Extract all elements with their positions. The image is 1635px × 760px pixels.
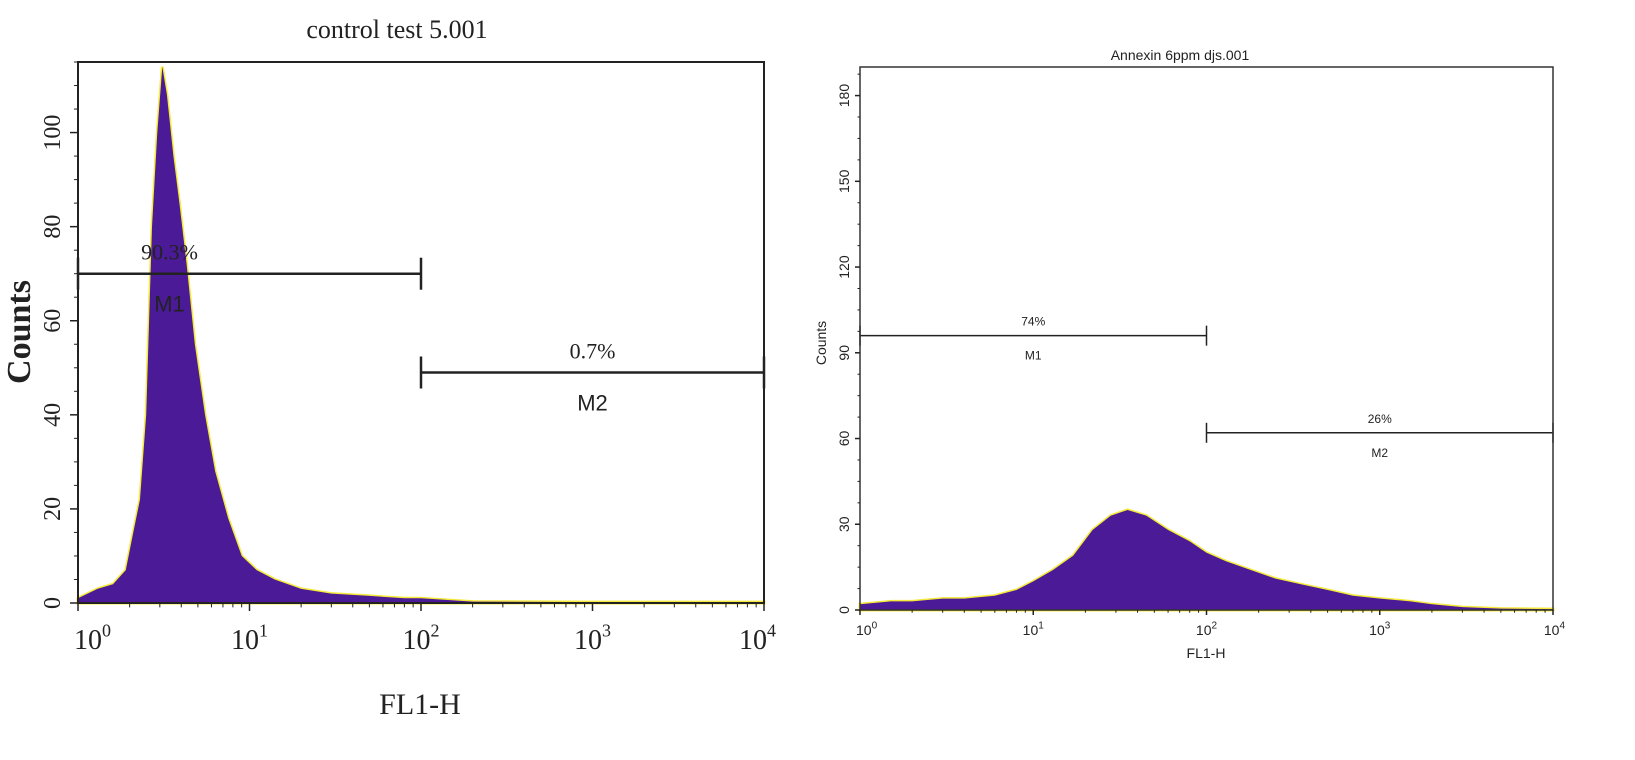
x-axis-label: FL1-H <box>1187 645 1226 661</box>
x-tick-label: 101 <box>1023 621 1045 638</box>
x-tick-exponent: 1 <box>1038 621 1044 632</box>
histogram-area <box>76 66 766 605</box>
marker-m1: 90.3% M1 <box>76 240 423 317</box>
y-tick-label: 0 <box>40 597 66 609</box>
y-tick-label: 0 <box>836 606 852 614</box>
x-tick-exponent: 3 <box>1385 621 1391 632</box>
histogram-area <box>858 508 1555 612</box>
y-axis-label: Counts <box>1 280 38 384</box>
x-tick-exponent: 3 <box>602 620 611 640</box>
x-tick-label: 100 <box>74 620 111 656</box>
marker-name: M1 <box>1025 349 1042 363</box>
x-tick-exponent: 1 <box>259 620 268 640</box>
x-axis-ticks: 100 101 102 103 104 <box>856 610 1565 638</box>
y-tick-label: 90 <box>836 345 852 361</box>
x-tick-exponent: 2 <box>1212 621 1218 632</box>
x-tick-label: 104 <box>1544 621 1566 638</box>
marker-gates: 74% M1 26% M2 <box>859 315 1554 460</box>
x-tick-base: 10 <box>856 622 872 638</box>
marker-m1: 74% M1 <box>859 315 1208 363</box>
y-tick-label: 30 <box>836 516 852 532</box>
x-tick-label: 103 <box>574 620 611 656</box>
marker-percent: 74% <box>1021 315 1045 329</box>
x-tick-exponent: 2 <box>431 620 440 640</box>
x-axis-label: FL1-H <box>379 688 461 721</box>
x-tick-base: 10 <box>1196 622 1212 638</box>
y-tick-label: 180 <box>836 84 852 108</box>
x-tick-base: 10 <box>1544 622 1560 638</box>
marker-m2: 0.7% M2 <box>419 338 766 415</box>
control-histogram-panel: control test 5.001 90.3%M10.7%M2 0204060… <box>1 15 776 721</box>
marker-name: M1 <box>154 292 185 317</box>
y-tick-label: 100 <box>40 115 66 151</box>
x-tick-label: 104 <box>739 620 776 656</box>
marker-percent: 26% <box>1368 412 1392 426</box>
x-tick-label: 100 <box>856 621 878 638</box>
y-tick-label: 150 <box>836 169 852 193</box>
y-tick-label: 40 <box>40 403 66 427</box>
x-tick-base: 10 <box>74 625 102 656</box>
x-tick-exponent: 4 <box>1559 621 1565 632</box>
x-tick-exponent: 0 <box>872 621 878 632</box>
y-tick-label: 80 <box>40 215 66 239</box>
x-tick-base: 10 <box>231 625 259 656</box>
marker-percent: 90.3% <box>141 240 198 265</box>
y-tick-label: 60 <box>40 309 66 333</box>
x-tick-label: 102 <box>403 620 440 656</box>
x-tick-exponent: 4 <box>767 620 776 640</box>
chart-title: control test 5.001 <box>306 15 487 44</box>
y-axis-ticks: 0 20 40 60 80 100 <box>40 61 78 609</box>
x-tick-label: 102 <box>1196 621 1218 638</box>
y-axis-ticks: 0 30 60 90 120 150 180 <box>836 73 860 614</box>
marker-name: M2 <box>577 390 608 415</box>
y-tick-label: 20 <box>40 497 66 521</box>
x-tick-base: 10 <box>1369 622 1385 638</box>
histogram-fill <box>78 66 764 603</box>
x-axis-ticks: 100 101 102 103 104 <box>74 603 776 656</box>
y-axis-label: Counts <box>813 321 829 365</box>
histogram-fill <box>860 510 1553 610</box>
x-tick-exponent: 0 <box>102 620 111 640</box>
x-tick-base: 10 <box>1023 622 1039 638</box>
chart-title: Annexin 6ppm djs.001 <box>1111 47 1250 63</box>
y-tick-label: 60 <box>836 431 852 447</box>
marker-name: M2 <box>1371 446 1388 460</box>
x-tick-label: 103 <box>1369 621 1391 638</box>
x-tick-base: 10 <box>574 625 602 656</box>
x-tick-label: 101 <box>231 620 268 656</box>
marker-m2: 26% M2 <box>1205 412 1554 460</box>
marker-percent: 0.7% <box>570 338 616 363</box>
y-tick-label: 120 <box>836 255 852 279</box>
x-tick-base: 10 <box>739 625 767 656</box>
x-tick-base: 10 <box>403 625 431 656</box>
